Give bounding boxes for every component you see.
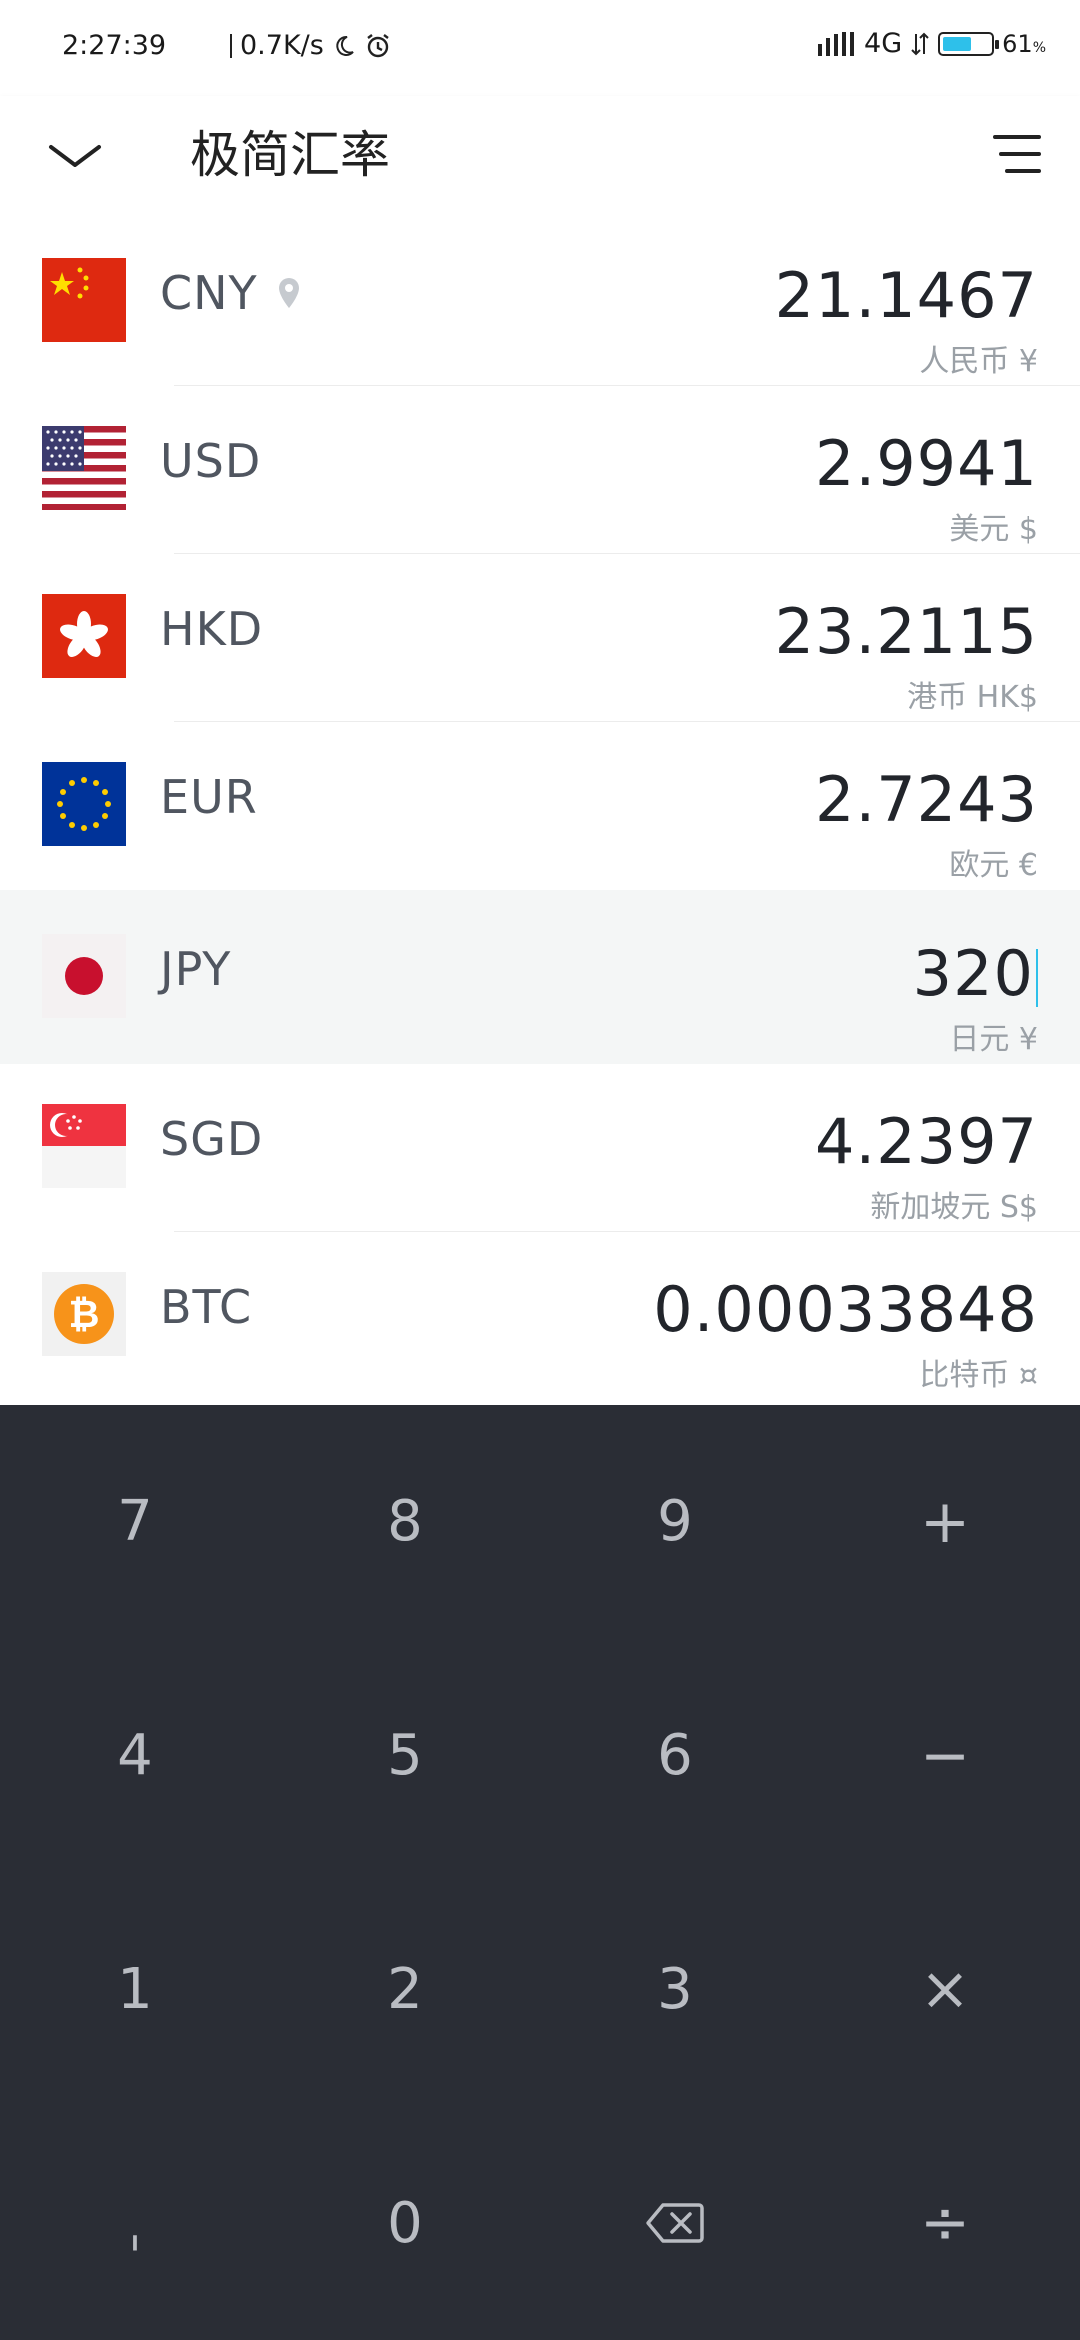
currency-amount[interactable]: 21.1467 [774,259,1038,332]
battery-icon [938,31,1000,56]
currency-row-eur[interactable]: EUR 2.7243 欧元 € [0,722,1080,890]
currency-amount[interactable]: 2.7243 [815,763,1038,836]
eu-flag [42,762,126,846]
divider [230,33,232,58]
currency-code-text: BTC [160,1280,253,1334]
backspace-button[interactable] [540,2106,810,2340]
currency-row-cny[interactable]: CNY 21.1467 人民币 ¥ [0,218,1080,386]
currency-name: 人民币 ¥ [919,344,1038,379]
key-plus[interactable]: + [919,1486,971,1557]
divider [174,1231,1080,1232]
currency-row-sgd[interactable]: SGD 4.2397 新加坡元 S$ [0,1064,1080,1232]
data-transfer-icon [911,32,929,55]
currency-code: EUR [160,770,258,824]
currency-code-text: EUR [160,770,258,824]
menu-icon [993,135,1041,173]
currency-code-text: HKD [160,602,264,656]
usa-flag [42,426,126,510]
hong-kong-flag [42,594,126,678]
currency-code-text: USD [160,434,262,488]
currency-code: CNY [160,266,302,320]
collapse-button[interactable] [40,126,110,186]
key-5[interactable]: 5 [387,1723,423,1789]
percent-sign: % [1032,39,1046,56]
divider [174,721,1080,722]
network-speed-text: 0.7K/s [240,30,324,61]
key-7[interactable]: 7 [117,1489,153,1555]
key-6[interactable]: 6 [657,1723,693,1789]
status-network-speed: 0.7K/s [230,30,392,61]
currency-amount-input[interactable]: 320 [913,940,1038,1008]
backspace-icon [646,2203,704,2243]
chevron-down-icon [49,145,101,167]
bitcoin-icon: ₿ [42,1272,126,1356]
currency-row-jpy[interactable]: JPY 320 日元 ¥ [0,890,1080,1064]
status-bar: 2:27:39 0.7K/s 4G 61% [0,0,1080,96]
status-right: 4G 61% [816,28,1046,59]
currency-code-text: SGD [160,1112,264,1166]
currency-code: SGD [160,1112,263,1166]
location-pin-icon [278,278,299,308]
currency-code: USD [160,434,261,488]
status-time: 2:27:39 [62,30,167,61]
currency-name: 港币 HK$ [907,680,1038,715]
currency-code: HKD [160,602,263,656]
currency-name: 日元 ¥ [949,1022,1038,1057]
currency-code-text: CNY [160,266,258,320]
battery-percent: 61% [1002,30,1046,58]
key-decimal[interactable]: ˌ [127,2190,143,2256]
key-4[interactable]: 4 [117,1723,153,1789]
currency-amount[interactable]: 4.2397 [815,1105,1038,1178]
currency-name: 美元 $ [949,512,1038,547]
menu-button[interactable] [982,124,1052,184]
svg-text:₿: ₿ [69,1292,100,1336]
key-9[interactable]: 9 [657,1489,693,1555]
currency-amount[interactable]: 23.2115 [774,595,1038,668]
singapore-flag [42,1104,126,1188]
china-flag [42,258,126,342]
currency-amount[interactable]: 2.9941 [815,427,1038,500]
app-bar: 极简汇率 [0,96,1080,219]
currency-list: CNY 21.1467 人民币 ¥ [0,218,1080,1400]
key-divide[interactable]: ÷ [919,2188,971,2259]
calculator-keypad: 7 8 9 + 4 5 6 − 1 2 3 × ˌ 0 ÷ [0,1405,1080,2340]
page-title: 极简汇率 [190,126,390,184]
key-8[interactable]: 8 [387,1489,423,1555]
battery-percent-value: 61 [1002,29,1033,58]
key-2[interactable]: 2 [387,1956,423,2022]
key-1[interactable]: 1 [117,1956,153,2022]
key-0[interactable]: 0 [387,2190,423,2256]
currency-row-usd[interactable]: USD 2.9941 美元 $ [0,386,1080,554]
battery-fill [943,36,972,51]
text-cursor [1036,948,1038,1007]
currency-row-hkd[interactable]: HKD 23.2115 港币 HK$ [0,554,1080,722]
currency-amount[interactable]: 0.00033848 [653,1273,1038,1346]
signal-icon [818,31,855,56]
divider [174,553,1080,554]
key-multiply[interactable]: × [919,1954,971,2025]
currency-row-btc[interactable]: ₿ BTC 0.00033848 比特币 ¤ [0,1232,1080,1400]
currency-name: 新加坡元 S$ [870,1190,1038,1225]
alarm-icon [367,33,389,57]
currency-code-text: JPY [160,942,232,996]
currency-amount-value: 320 [912,937,1034,1010]
key-minus[interactable]: − [919,1720,971,1791]
currency-code: BTC [160,1280,252,1334]
key-3[interactable]: 3 [657,1956,693,2022]
currency-name: 比特币 ¤ [919,1358,1038,1393]
network-type: 4G [864,28,903,59]
moon-icon [336,35,354,56]
currency-name: 欧元 € [949,848,1038,883]
divider [174,385,1080,386]
currency-code: JPY [160,942,231,996]
japan-flag [42,934,126,1018]
